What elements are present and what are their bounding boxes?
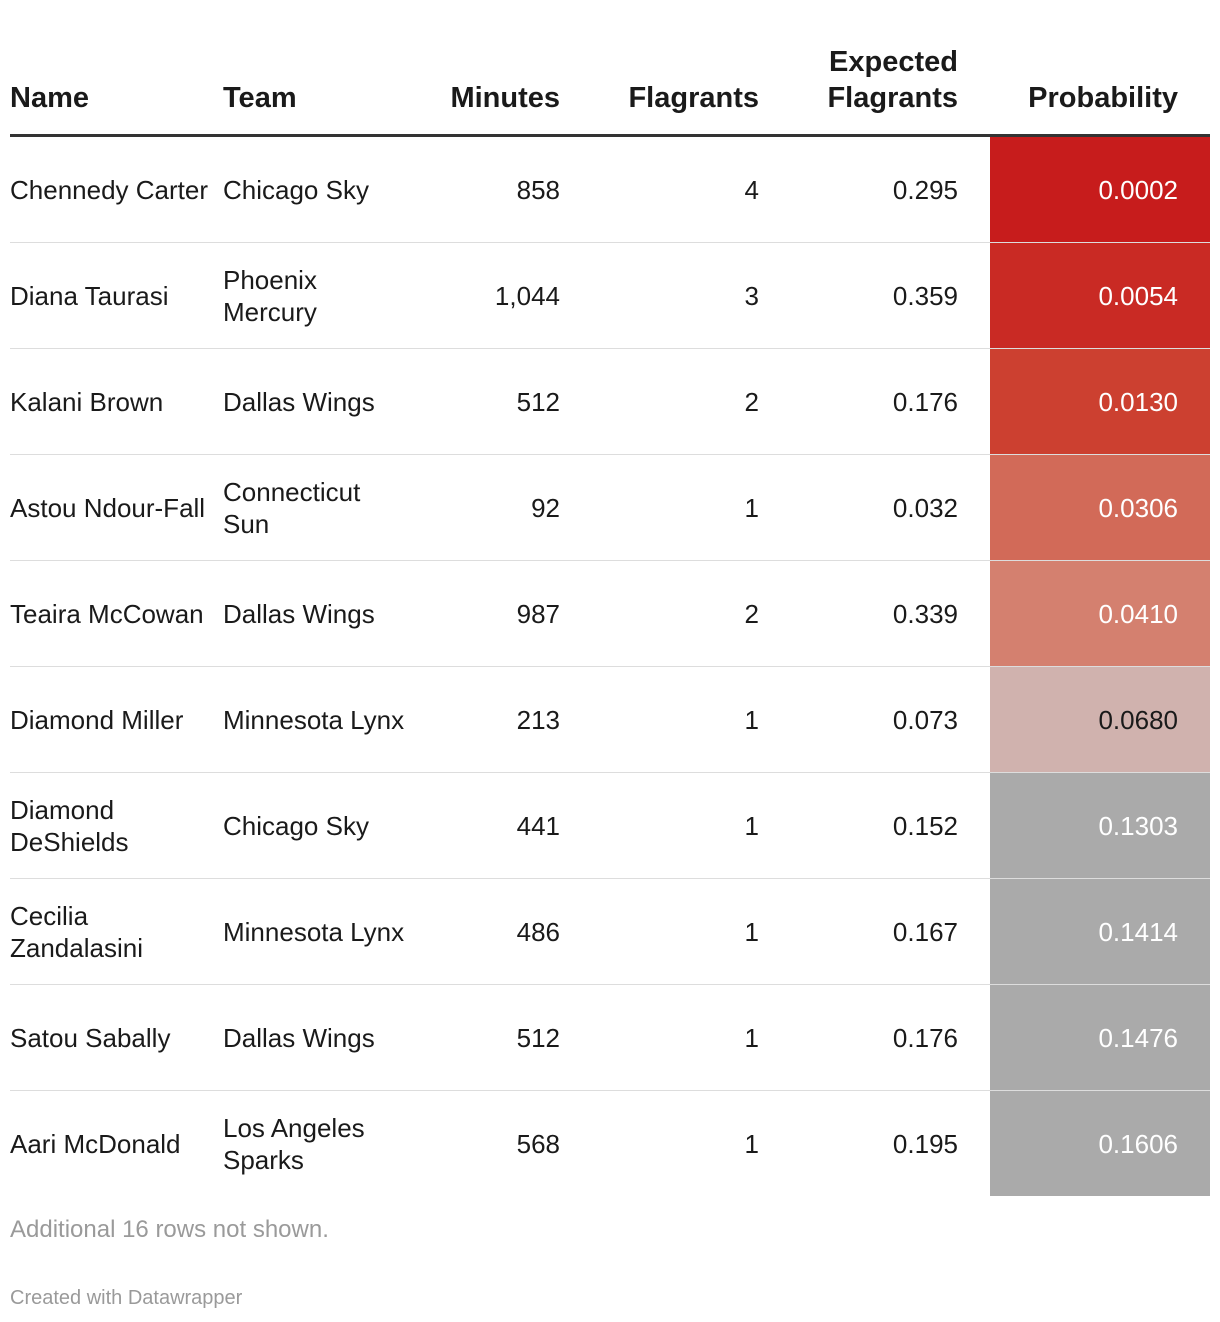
cell-flagrants: 2 — [744, 386, 759, 417]
cell-minutes: 512 — [516, 386, 560, 417]
cell-expected-flagrants: 0.152 — [892, 810, 958, 841]
cell-flagrants: 1 — [744, 704, 759, 735]
cell-probability: 0.0680 — [990, 667, 1210, 772]
cell-team: Dallas Wings — [223, 386, 375, 417]
cell-expected-flagrants: 0.339 — [892, 598, 958, 629]
cell-name: Teaira McCowan — [10, 598, 204, 629]
cell-flagrants: 3 — [744, 280, 759, 311]
header-probability[interactable]: Probability — [1028, 82, 1178, 114]
header-expected-flagrants[interactable]: Expected Flagrants — [827, 44, 958, 116]
cell-flagrants: 1 — [744, 810, 759, 841]
table-row: Satou Sabally Dallas Wings 512 1 0.176 0.1476 — [10, 985, 1210, 1091]
cell-expected-flagrants: 0.176 — [892, 386, 958, 417]
cell-flagrants: 4 — [744, 174, 759, 205]
cell-probability: 0.0410 — [990, 561, 1210, 666]
cell-probability: 0.0130 — [990, 349, 1210, 454]
cell-flagrants: 1 — [744, 492, 759, 523]
cell-minutes: 441 — [516, 810, 560, 841]
header-flagrants[interactable]: Flagrants — [628, 82, 759, 114]
table-header: Name Team Minutes Flagrants Expected Fla… — [10, 40, 1210, 137]
cell-name: Aari McDonald — [10, 1128, 181, 1159]
table-row: Teaira McCowan Dallas Wings 987 2 0.339 0.041… — [10, 561, 1210, 667]
data-table: Name Team Minutes Flagrants Expected Fla… — [10, 40, 1210, 1196]
cell-expected-flagrants: 0.032 — [892, 492, 958, 523]
cell-name: Diamond DeShields — [10, 794, 129, 857]
cell-probability: 0.1476 — [990, 985, 1210, 1090]
cell-minutes: 92 — [531, 492, 560, 523]
cell-probability: 0.1303 — [990, 773, 1210, 878]
header-expected-line1: Expected — [829, 46, 958, 78]
header-team[interactable]: Team — [223, 82, 297, 114]
table-row: Diamond DeShields Chicago Sky 441 1 0.152 0.1… — [10, 773, 1210, 879]
table-row: Chennedy Carter Chicago Sky 858 4 0.295 0.000… — [10, 137, 1210, 243]
cell-probability: 0.0002 — [990, 137, 1210, 242]
cell-expected-flagrants: 0.176 — [892, 1022, 958, 1053]
cell-expected-flagrants: 0.167 — [892, 916, 958, 947]
table-row: Kalani Brown Dallas Wings 512 2 0.176 0.0130 — [10, 349, 1210, 455]
cell-name: Satou Sabally — [10, 1022, 171, 1053]
cell-probability: 0.1414 — [990, 879, 1210, 984]
cell-flagrants: 1 — [744, 1128, 759, 1159]
cell-team: Chicago Sky — [223, 174, 369, 205]
cell-team: Phoenix Mercury — [223, 264, 317, 327]
footnote: Additional 16 rows not shown. — [10, 1216, 329, 1243]
cell-name: Cecilia Zandalasini — [10, 900, 143, 963]
cell-probability: 0.0054 — [990, 243, 1210, 348]
cell-minutes: 213 — [516, 704, 560, 735]
cell-minutes: 568 — [516, 1128, 560, 1159]
cell-probability: 0.0306 — [990, 455, 1210, 560]
cell-flagrants: 1 — [744, 1022, 759, 1053]
cell-name: Astou Ndour-Fall — [10, 492, 206, 523]
credit-line: Created with Datawrapper — [10, 1287, 243, 1309]
cell-team: Dallas Wings — [223, 598, 375, 629]
cell-expected-flagrants: 0.073 — [892, 704, 958, 735]
cell-minutes: 858 — [516, 174, 560, 205]
header-minutes[interactable]: Minutes — [450, 82, 560, 114]
cell-expected-flagrants: 0.195 — [892, 1128, 958, 1159]
cell-team: Los Angeles Sparks — [223, 1112, 365, 1175]
cell-team: Dallas Wings — [223, 1022, 375, 1053]
cell-expected-flagrants: 0.359 — [892, 280, 958, 311]
table-row: Aari McDonald Los Angeles Sparks 568 1 0.195… — [10, 1091, 1210, 1196]
cell-expected-flagrants: 0.295 — [892, 174, 958, 205]
table-body: Chennedy Carter Chicago Sky 858 4 0.295 0.000… — [10, 137, 1210, 1196]
header-expected-line2: Flagrants — [827, 82, 958, 114]
cell-flagrants: 1 — [744, 916, 759, 947]
cell-name: Diamond Miller — [10, 704, 184, 735]
table-row: Cecilia Zandalasini Minnesota Lynx 486 1 0.1… — [10, 879, 1210, 985]
header-name[interactable]: Name — [10, 82, 89, 114]
cell-team: Minnesota Lynx — [223, 916, 405, 947]
table-row: Astou Ndour-Fall Connecticut Sun 92 1 0.032 0… — [10, 455, 1210, 561]
table-row: Diamond Miller Minnesota Lynx 213 1 0.073 0.0… — [10, 667, 1210, 773]
cell-team: Minnesota Lynx — [223, 704, 405, 735]
cell-name: Chennedy Carter — [10, 174, 208, 205]
cell-minutes: 987 — [516, 598, 560, 629]
cell-team: Connecticut Sun — [223, 476, 361, 539]
cell-name: Kalani Brown — [10, 386, 164, 417]
cell-team: Chicago Sky — [223, 810, 369, 841]
cell-name: Diana Taurasi — [10, 280, 169, 311]
cell-probability: 0.1606 — [990, 1091, 1210, 1196]
cell-minutes: 1,044 — [494, 280, 560, 311]
cell-minutes: 486 — [516, 916, 560, 947]
cell-minutes: 512 — [516, 1022, 560, 1053]
cell-flagrants: 2 — [744, 598, 759, 629]
table-row: Diana Taurasi Phoenix Mercury 1,044 3 0.359 0… — [10, 243, 1210, 349]
